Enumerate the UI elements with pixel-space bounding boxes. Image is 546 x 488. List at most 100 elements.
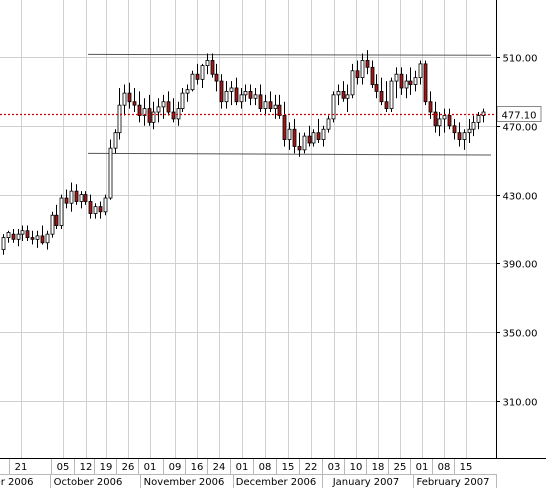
candle-down <box>166 101 171 113</box>
x-day-label: 19 <box>100 462 113 473</box>
candle-up <box>224 91 229 103</box>
x-month-label: November 2006 <box>144 477 225 488</box>
trendline <box>87 152 492 156</box>
x-day-label: 15 <box>460 462 473 473</box>
candle-up <box>336 91 341 96</box>
x-day-label: 10 <box>350 462 363 473</box>
candle-down <box>219 80 224 103</box>
candle-down <box>11 233 16 240</box>
candle-up <box>156 106 161 113</box>
candle-up <box>467 128 472 134</box>
x-gridlines <box>21 0 467 458</box>
candle-down <box>25 230 30 239</box>
candle-up <box>442 115 447 120</box>
candle-up <box>273 104 278 110</box>
x-day-label: 16 <box>191 462 204 473</box>
candle-up <box>93 206 98 214</box>
candle-up <box>243 91 248 96</box>
candle-down <box>54 214 59 226</box>
x-axis: 21 05 12 19 26 01 09 16 24 01 08 15 22 03 10 18 25 01 08 15… <box>0 459 497 488</box>
candle-up <box>45 233 50 244</box>
candle-down <box>447 115 452 127</box>
x-day-label: 08 <box>259 462 272 473</box>
candle-up <box>113 132 118 149</box>
candle-up <box>462 132 467 140</box>
candle-up <box>59 197 64 226</box>
x-day-label: 22 <box>305 462 318 473</box>
x-day-label: 01 <box>144 462 157 473</box>
price-marker: 477.10 <box>0 106 542 122</box>
candle-down <box>127 92 132 103</box>
candle-down <box>379 91 384 103</box>
candle-up <box>79 194 84 202</box>
candle-up <box>185 89 190 94</box>
candle-up <box>360 60 365 79</box>
candle-up <box>476 115 481 123</box>
candles <box>1 50 486 255</box>
candle-up <box>20 230 25 235</box>
candle-up <box>331 94 336 120</box>
candle-up <box>200 65 205 80</box>
candle-up <box>117 104 122 134</box>
candle-down <box>30 237 35 240</box>
candle-up <box>394 73 399 82</box>
x-day-label: 12 <box>80 462 93 473</box>
candle-up <box>16 233 21 240</box>
x-day-label: 09 <box>169 462 182 473</box>
candle-down <box>277 104 282 116</box>
x-day-label: 24 <box>213 462 226 473</box>
candle-down <box>268 101 273 110</box>
candle-down <box>384 101 389 110</box>
candle-up <box>6 232 11 239</box>
candle-down <box>74 190 79 202</box>
candle-down <box>98 206 103 213</box>
x-month-label: January 2007 <box>332 477 400 488</box>
y-tick-label: 350.00 <box>503 329 538 340</box>
candle-down <box>195 73 200 80</box>
y-tick-label: 310.00 <box>503 398 538 409</box>
candle-up <box>103 197 108 213</box>
candle-up <box>481 111 486 116</box>
candle-up <box>253 94 258 99</box>
candle-down <box>355 70 360 79</box>
candle-up <box>471 121 476 130</box>
candle-down <box>307 135 312 144</box>
candle-up <box>437 118 442 127</box>
x-month-label: October 2006 <box>54 477 123 488</box>
x-day-label: 26 <box>122 462 135 473</box>
candle-down <box>399 73 404 89</box>
candle-down <box>64 197 69 204</box>
candle-down <box>234 87 239 103</box>
x-day-label: 03 <box>328 462 341 473</box>
x-day-label: 18 <box>372 462 385 473</box>
price-marker-label: 477.10 <box>502 111 537 122</box>
x-month-label: er 2006 <box>0 477 33 488</box>
candle-up <box>176 108 181 120</box>
candle-down <box>258 94 263 109</box>
trendline <box>87 53 492 56</box>
y-axis: 310.00 350.00 390.00 430.00 470.00 510.00 <box>496 54 538 409</box>
x-month-label: December 2006 <box>236 477 316 488</box>
candle-down <box>147 108 152 123</box>
y-tick-label: 510.00 <box>503 54 538 65</box>
candle-down <box>341 91 346 99</box>
candle-down <box>433 111 438 127</box>
candle-down <box>408 80 413 85</box>
candle-down <box>214 73 219 82</box>
x-day-label: 25 <box>394 462 407 473</box>
candle-up <box>287 128 292 140</box>
candle-up <box>229 87 234 92</box>
candle-up <box>35 235 40 240</box>
candle-up <box>142 108 147 116</box>
trendlines <box>87 53 492 156</box>
x-day-label: 08 <box>438 462 451 473</box>
x-day-label: 21 <box>15 462 28 473</box>
candle-up <box>321 128 326 140</box>
x-day-label: 05 <box>57 462 70 473</box>
candle-up <box>108 147 113 199</box>
candle-up <box>205 60 210 66</box>
candle-down <box>210 60 215 75</box>
candle-down <box>137 104 142 116</box>
